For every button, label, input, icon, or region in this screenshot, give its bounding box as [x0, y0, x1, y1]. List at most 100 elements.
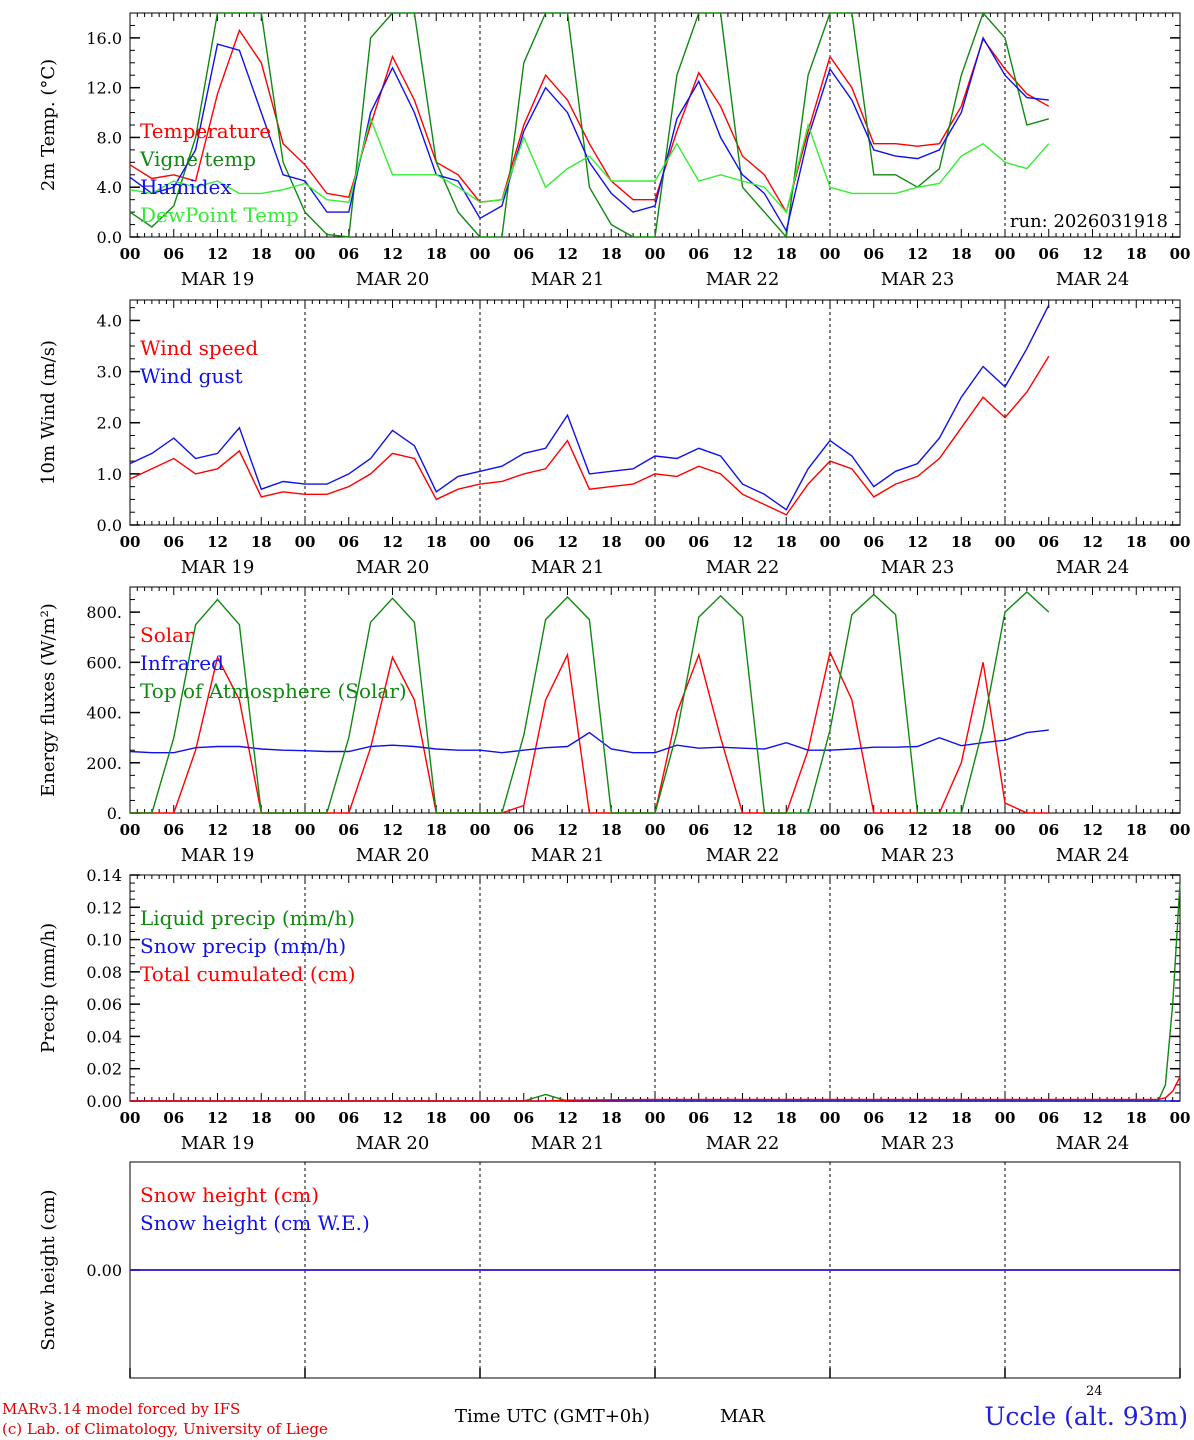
day-label: MAR 23	[881, 845, 955, 866]
x-tick-label: 00	[995, 245, 1016, 263]
series-line-dewpoint-temp	[129, 116, 1050, 214]
x-tick-label: 00	[120, 533, 141, 551]
x-tick-label: 06	[688, 821, 709, 839]
x-tick-label: 18	[1126, 245, 1147, 263]
model-credit: MARv3.14 model forced by IFS	[2, 1400, 241, 1418]
legend-entry: Top of Atmosphere (Solar)	[140, 679, 407, 703]
x-tick-label: 18	[776, 245, 797, 263]
day-label: MAR 22	[706, 269, 780, 290]
lab-credit: (c) Lab. of Climatology, University of L…	[2, 1420, 328, 1438]
x-tick-label: 12	[382, 821, 403, 839]
x-tick-label: 06	[163, 533, 184, 551]
x-tick-label: 06	[863, 821, 884, 839]
y-tick-label: 8.0	[97, 128, 122, 147]
panel-4: 0.00 0.02 0.04 0.06 0.08 0.10 0.12 0.14 Precip (…	[38, 866, 1190, 1154]
x-tick-label: 06	[163, 245, 184, 263]
x-tick-label: 00	[470, 1109, 491, 1127]
day-label: MAR 24	[1056, 1133, 1130, 1154]
x-tick-label: 00	[645, 245, 666, 263]
x-tick-label: 00	[645, 1109, 666, 1127]
x-tick-label: 12	[557, 1109, 578, 1127]
x-tick-label: 18	[251, 245, 272, 263]
y-tick-label: 0.0	[97, 228, 122, 247]
y-tick-label: 2.0	[97, 414, 122, 433]
x-tick-label: 18	[951, 1109, 972, 1127]
x-tick-label: 06	[1038, 533, 1059, 551]
y-tick-label: 0.14	[86, 866, 122, 885]
series-line-temperature	[129, 28, 1050, 214]
x-tick-label: 00	[820, 533, 841, 551]
legend-entry: Infrared	[140, 651, 224, 675]
x-tick-label: 18	[951, 821, 972, 839]
legend-entry: Wind gust	[140, 364, 243, 388]
x-tick-label: 06	[863, 1109, 884, 1127]
x-tick-label: 00	[120, 1109, 141, 1127]
legend-entry: Liquid precip (mm/h)	[140, 906, 355, 930]
x-tick-label: 18	[951, 245, 972, 263]
y-tick-label: 200.	[86, 754, 122, 773]
x-tick-label: 12	[732, 533, 753, 551]
x-tick-label: 12	[907, 245, 928, 263]
x-tick-label: 06	[513, 533, 534, 551]
x-tick-label: 06	[863, 245, 884, 263]
day-label: MAR 21	[531, 269, 605, 290]
panel-5: 0.00 Snow height (cm) Snow height (cm) Snow…	[38, 1161, 1181, 1379]
panel-1: 0.0 4.0 8.0 12.0 16.0 2m Temp. (°C) 00 06 12 18 00…	[38, 11, 1191, 290]
day-label: MAR 19	[181, 845, 255, 866]
x-tick-label: 00	[645, 533, 666, 551]
x-tick-label: 12	[907, 821, 928, 839]
x-tick-label: 06	[338, 245, 359, 263]
x-tick-label: 18	[1126, 1109, 1147, 1127]
x-tick-label: 18	[776, 1109, 797, 1127]
y-axis-label: Precip (mm/h)	[38, 923, 59, 1053]
y-tick-label: 0.	[107, 804, 122, 823]
x-tick-label: 06	[1038, 245, 1059, 263]
day-label: MAR 20	[356, 1133, 430, 1154]
x-tick-label: 00	[995, 1109, 1016, 1127]
series-line-vigne-temp	[129, 11, 1049, 239]
x-tick-label: 18	[601, 245, 622, 263]
y-tick-label: 0.02	[86, 1060, 122, 1079]
y-axis-label: 2m Temp. (°C)	[38, 59, 59, 191]
x-tick-label: 06	[688, 245, 709, 263]
x-tick-label: 18	[601, 821, 622, 839]
x-axis-title: Time UTC (GMT+0h)	[455, 1406, 650, 1427]
x-tick-label: 12	[382, 1109, 403, 1127]
x-tick-label: 06	[1038, 1109, 1059, 1127]
y-tick-label: 600.	[86, 653, 122, 672]
x-tick-label: 00	[470, 821, 491, 839]
month-label: MAR	[720, 1406, 765, 1427]
x-tick-label: 18	[251, 533, 272, 551]
day-label: MAR 21	[531, 1133, 605, 1154]
x-tick-label: 06	[863, 533, 884, 551]
day-label: MAR 23	[881, 557, 955, 578]
series-line-infrared	[129, 729, 1049, 754]
x-tick-label: 06	[163, 1109, 184, 1127]
y-tick-label: 4.0	[97, 178, 122, 197]
x-tick-label: 00	[1170, 245, 1191, 263]
x-tick-label: 00	[995, 821, 1016, 839]
y-tick-label: 16.0	[86, 29, 122, 48]
x-tick-label: 06	[338, 821, 359, 839]
x-tick-label: 00	[295, 245, 316, 263]
x-tick-label: 12	[907, 533, 928, 551]
x-tick-label: 18	[426, 1109, 447, 1127]
x-tick-label: 12	[382, 533, 403, 551]
x-tick-label: 12	[1082, 821, 1103, 839]
legend-entry: Solar	[140, 623, 194, 647]
x-tick-label: 18	[1126, 533, 1147, 551]
x-tick-label: 06	[688, 1109, 709, 1127]
x-tick-label: 00	[470, 533, 491, 551]
x-tick-label: 00	[820, 245, 841, 263]
day-label: MAR 22	[706, 557, 780, 578]
x-tick-label: 00	[820, 821, 841, 839]
y-tick-label: 800.	[86, 603, 122, 622]
x-tick-label: 00	[1170, 821, 1191, 839]
y-tick-label: 4.0	[97, 311, 122, 330]
day-label: MAR 22	[706, 845, 780, 866]
y-tick-label: 1.0	[97, 465, 122, 484]
day-label: 24	[1086, 1384, 1103, 1399]
x-tick-label: 18	[601, 1109, 622, 1127]
x-tick-label: 00	[645, 821, 666, 839]
